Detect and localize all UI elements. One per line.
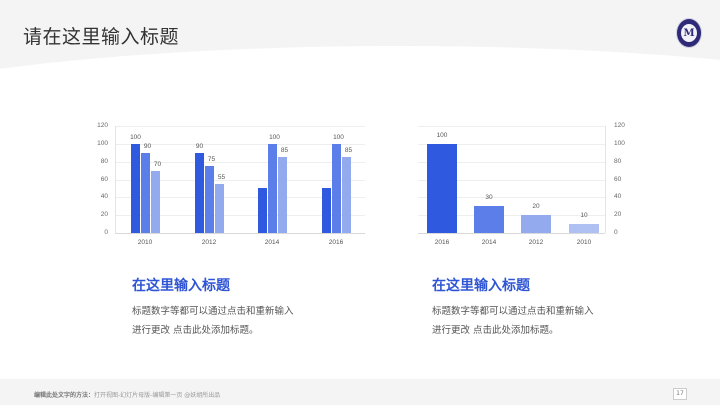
bar [342, 157, 351, 233]
x-category-label: 2012 [201, 239, 217, 246]
bar [151, 170, 160, 233]
right-block-text: 标题数字等都可以通过点击和重新输入 进行更改 点击此处添加标题。 [432, 302, 632, 340]
y-axis-line [115, 126, 116, 233]
footer-note: 编辑此处文字的方法：打开视图-幻灯片母版-编辑第一页 @妖胡所出品 [34, 390, 220, 399]
bar [427, 143, 457, 233]
gridline [418, 161, 605, 163]
footer-instructions: 打开视图-幻灯片母版-编辑第一页 @妖胡所出品 [94, 392, 221, 399]
gridline [115, 161, 365, 163]
bar-value-label: 10 [580, 212, 588, 220]
header-curve [0, 46, 720, 346]
y-tick-label: 20 [614, 211, 622, 219]
x-category-label: 2014 [264, 239, 280, 246]
x-category-label: 2016 [328, 239, 344, 246]
y-tick-label: 60 [100, 175, 108, 183]
x-category-label: 2010 [137, 239, 153, 246]
y-tick-label: 100 [97, 139, 108, 147]
bar-value-label: 75 [207, 156, 216, 164]
y-tick-label: 60 [614, 175, 622, 183]
bar [141, 152, 150, 233]
y-tick-label: 120 [97, 122, 108, 129]
bar-value-label: 100 [333, 133, 344, 141]
bar-value-label: 30 [485, 194, 493, 202]
bar [195, 152, 204, 233]
gridline [418, 126, 605, 127]
gridline [418, 179, 605, 181]
y-tick-label: 80 [100, 157, 108, 165]
gridline [418, 143, 605, 145]
y-tick-label: 120 [614, 122, 625, 129]
footer-band [0, 379, 720, 405]
gridline [115, 215, 365, 217]
gridline [115, 179, 365, 181]
bar-value-label: 90 [195, 142, 204, 150]
bar [258, 188, 267, 233]
y-tick-label: 80 [614, 157, 622, 165]
bar-value-label: 100 [130, 133, 141, 141]
y-tick-label: 0 [614, 229, 618, 236]
left-block-line1: 标题数字等都可以通过点击和重新输入 [132, 306, 294, 317]
bar-value-label: 55 [217, 173, 226, 181]
x-category-label: 2012 [528, 239, 544, 246]
x-category-label: 2014 [481, 239, 497, 246]
page-number: 17 [673, 388, 687, 400]
left-block-line2: 进行更改 点击此处添加标题。 [132, 325, 259, 336]
x-axis-line [418, 233, 605, 234]
page-title: 请在这里输入标题 [23, 26, 180, 48]
y-tick-label: 100 [614, 139, 625, 147]
bar [322, 188, 331, 233]
y-tick-label: 20 [100, 211, 108, 219]
university-seal-icon: M [676, 18, 702, 48]
bar [268, 143, 277, 233]
gridline [418, 215, 605, 217]
bar-value-label: 90 [143, 142, 152, 150]
bar-value-label: 100 [436, 131, 448, 139]
right-block-title: 在这里输入标题 [432, 278, 530, 294]
gridline [115, 126, 365, 127]
seal-center: M [681, 24, 697, 42]
bar [521, 215, 551, 233]
footer-label: 编辑此处文字的方法： [34, 392, 95, 399]
x-category-label: 2010 [576, 239, 592, 246]
left-block-title: 在这里输入标题 [132, 278, 230, 294]
bar [474, 206, 504, 233]
x-axis-line [115, 233, 365, 234]
y-tick-label: 0 [104, 229, 108, 236]
y-tick-label: 40 [614, 193, 622, 201]
left-block-text: 标题数字等都可以通过点击和重新输入 进行更改 点击此处添加标题。 [132, 302, 332, 340]
bar-value-label: 20 [532, 203, 540, 211]
y-tick-label: 40 [100, 193, 108, 201]
bar [215, 183, 224, 233]
bar-value-label: 100 [269, 133, 280, 141]
bar [569, 224, 599, 233]
bar [332, 143, 341, 233]
bar-value-label: 85 [280, 147, 289, 155]
bar [205, 166, 214, 233]
bar-value-label: 85 [344, 147, 353, 155]
x-category-label: 2016 [434, 239, 450, 246]
gridline [115, 143, 365, 145]
bar [278, 157, 287, 233]
gridline [418, 197, 605, 199]
y-axis-line [605, 126, 606, 233]
right-block-line1: 标题数字等都可以通过点击和重新输入 [432, 306, 594, 317]
bar [131, 143, 140, 233]
gridline [115, 197, 365, 199]
bar-value-label: 70 [153, 160, 162, 168]
right-block-line2: 进行更改 点击此处添加标题。 [432, 325, 559, 336]
